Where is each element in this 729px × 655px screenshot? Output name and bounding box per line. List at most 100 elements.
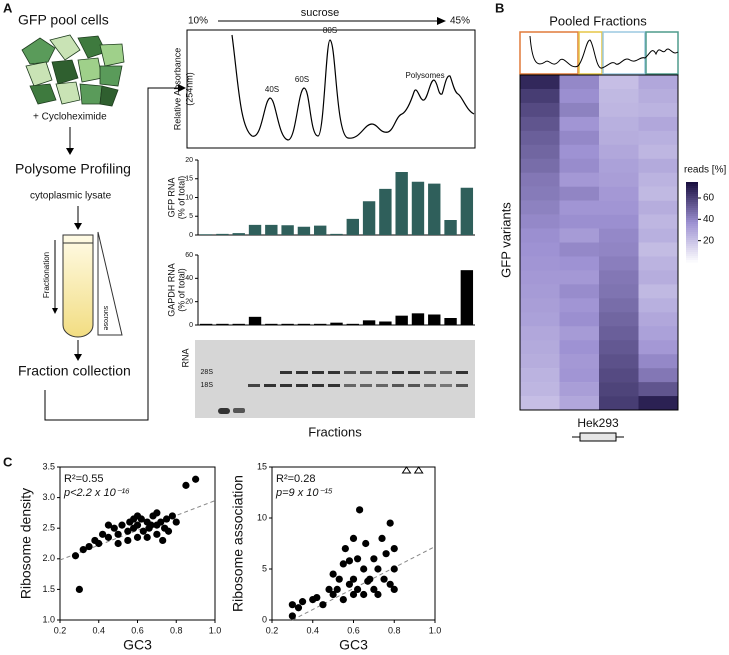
bar xyxy=(248,224,262,235)
y-tick-label: 3.5 xyxy=(42,461,55,471)
colorbar-step xyxy=(686,248,698,251)
bar xyxy=(362,201,376,235)
x-axis-label: GC3 xyxy=(123,637,152,653)
bar xyxy=(395,315,408,325)
point xyxy=(360,565,368,573)
y-tick-label: 40 xyxy=(185,275,193,282)
x-tick-label: 0.6 xyxy=(347,625,360,635)
point xyxy=(349,575,358,583)
heatmap-cell xyxy=(599,242,639,257)
trend-line xyxy=(292,546,436,621)
heatmap-cell xyxy=(638,130,679,146)
pool-trace xyxy=(529,35,679,69)
point xyxy=(157,518,165,526)
x-tick-label: 0.2 xyxy=(54,625,67,635)
colorbar-tick-label: 60 xyxy=(703,193,715,204)
point xyxy=(353,585,362,594)
point xyxy=(288,612,296,620)
colorbar-step xyxy=(686,242,698,245)
bar xyxy=(460,270,474,325)
gel-xlabel: Fractions xyxy=(308,424,362,439)
point xyxy=(390,585,398,594)
point xyxy=(329,570,337,578)
heatmap-cell xyxy=(520,396,560,411)
heatmap-cell xyxy=(599,382,639,397)
y-axis-label: (% of total) xyxy=(176,176,186,220)
y-tick-label: 0 xyxy=(189,322,193,329)
bar xyxy=(232,323,245,325)
heatmap-cell xyxy=(599,326,639,341)
point xyxy=(168,512,176,520)
point xyxy=(380,575,388,583)
point xyxy=(133,533,142,541)
point xyxy=(99,530,107,538)
y-axis-label: (% of total) xyxy=(176,268,186,312)
heatmap-cell xyxy=(599,116,639,132)
x-tick-label: 0.8 xyxy=(170,625,183,635)
y-axis-label: Ribosome association xyxy=(230,475,246,612)
bar xyxy=(281,225,294,235)
bar xyxy=(428,314,441,325)
bar xyxy=(216,233,229,235)
heatmap-cell xyxy=(599,75,639,90)
lysate: cytoplasmic lysate xyxy=(30,191,112,202)
heatmap-cell xyxy=(638,284,679,299)
point xyxy=(386,580,394,588)
point xyxy=(370,585,378,594)
heatmap-cell xyxy=(520,242,560,257)
arrowhead xyxy=(74,354,82,361)
heatmap-cell xyxy=(638,242,679,257)
colorbar-step xyxy=(686,258,698,261)
point xyxy=(130,515,138,523)
colorbar-step xyxy=(686,246,698,249)
heatmap-cell xyxy=(559,116,600,132)
colorbar-step xyxy=(686,218,698,221)
colorbar-step xyxy=(686,188,698,191)
point xyxy=(147,521,155,529)
point xyxy=(345,557,354,565)
heatmap-cell xyxy=(520,340,560,355)
bar xyxy=(330,233,343,235)
heatmap-cell xyxy=(638,158,679,174)
peak-label: Polysomes xyxy=(405,71,444,80)
bar xyxy=(314,225,327,235)
cell-line-box xyxy=(579,432,617,442)
gradient-label: sucrose xyxy=(301,7,340,19)
heatmap-cell xyxy=(559,396,600,411)
x-tick-label: 0.4 xyxy=(92,625,105,635)
bar xyxy=(379,188,392,235)
colorbar-step xyxy=(686,228,698,231)
collection: Fraction collection xyxy=(18,363,131,379)
heatmap-cell xyxy=(599,284,639,299)
point xyxy=(360,590,368,599)
bar xyxy=(297,323,311,325)
heatmap-cell xyxy=(599,172,639,187)
x-tick-label: 0.2 xyxy=(266,625,279,635)
annotation: p<2.2 x 10⁻¹⁶ xyxy=(63,487,130,499)
bar xyxy=(314,323,327,325)
point xyxy=(104,521,113,529)
point xyxy=(313,593,321,602)
bar xyxy=(199,234,213,235)
heatmap-cell xyxy=(599,186,639,201)
y-tick-label: 2.0 xyxy=(42,553,55,563)
x-tick-label: 1.0 xyxy=(429,625,442,635)
colorbar-step xyxy=(686,232,698,235)
point xyxy=(349,590,358,599)
heatmap-cell xyxy=(520,354,560,369)
heatmap-cell xyxy=(520,130,560,146)
heatmap-cell xyxy=(599,312,639,327)
panel-letter: B xyxy=(495,0,504,15)
colorbar-step xyxy=(686,250,698,253)
trace-ylabel: (254nm) xyxy=(184,72,194,106)
colorbar-step xyxy=(686,238,698,241)
gradient-end: 45% xyxy=(450,16,470,27)
point xyxy=(374,565,382,573)
heatmap-cell xyxy=(559,144,600,160)
heatmap-cell xyxy=(559,256,600,271)
colorbar-step xyxy=(686,240,698,243)
y-tick-label: 10 xyxy=(257,512,267,522)
treatment: + Cycloheximide xyxy=(33,112,107,123)
heatmap-title: Pooled Fractions xyxy=(549,13,647,28)
colorbar-tick-label: 40 xyxy=(703,214,715,225)
